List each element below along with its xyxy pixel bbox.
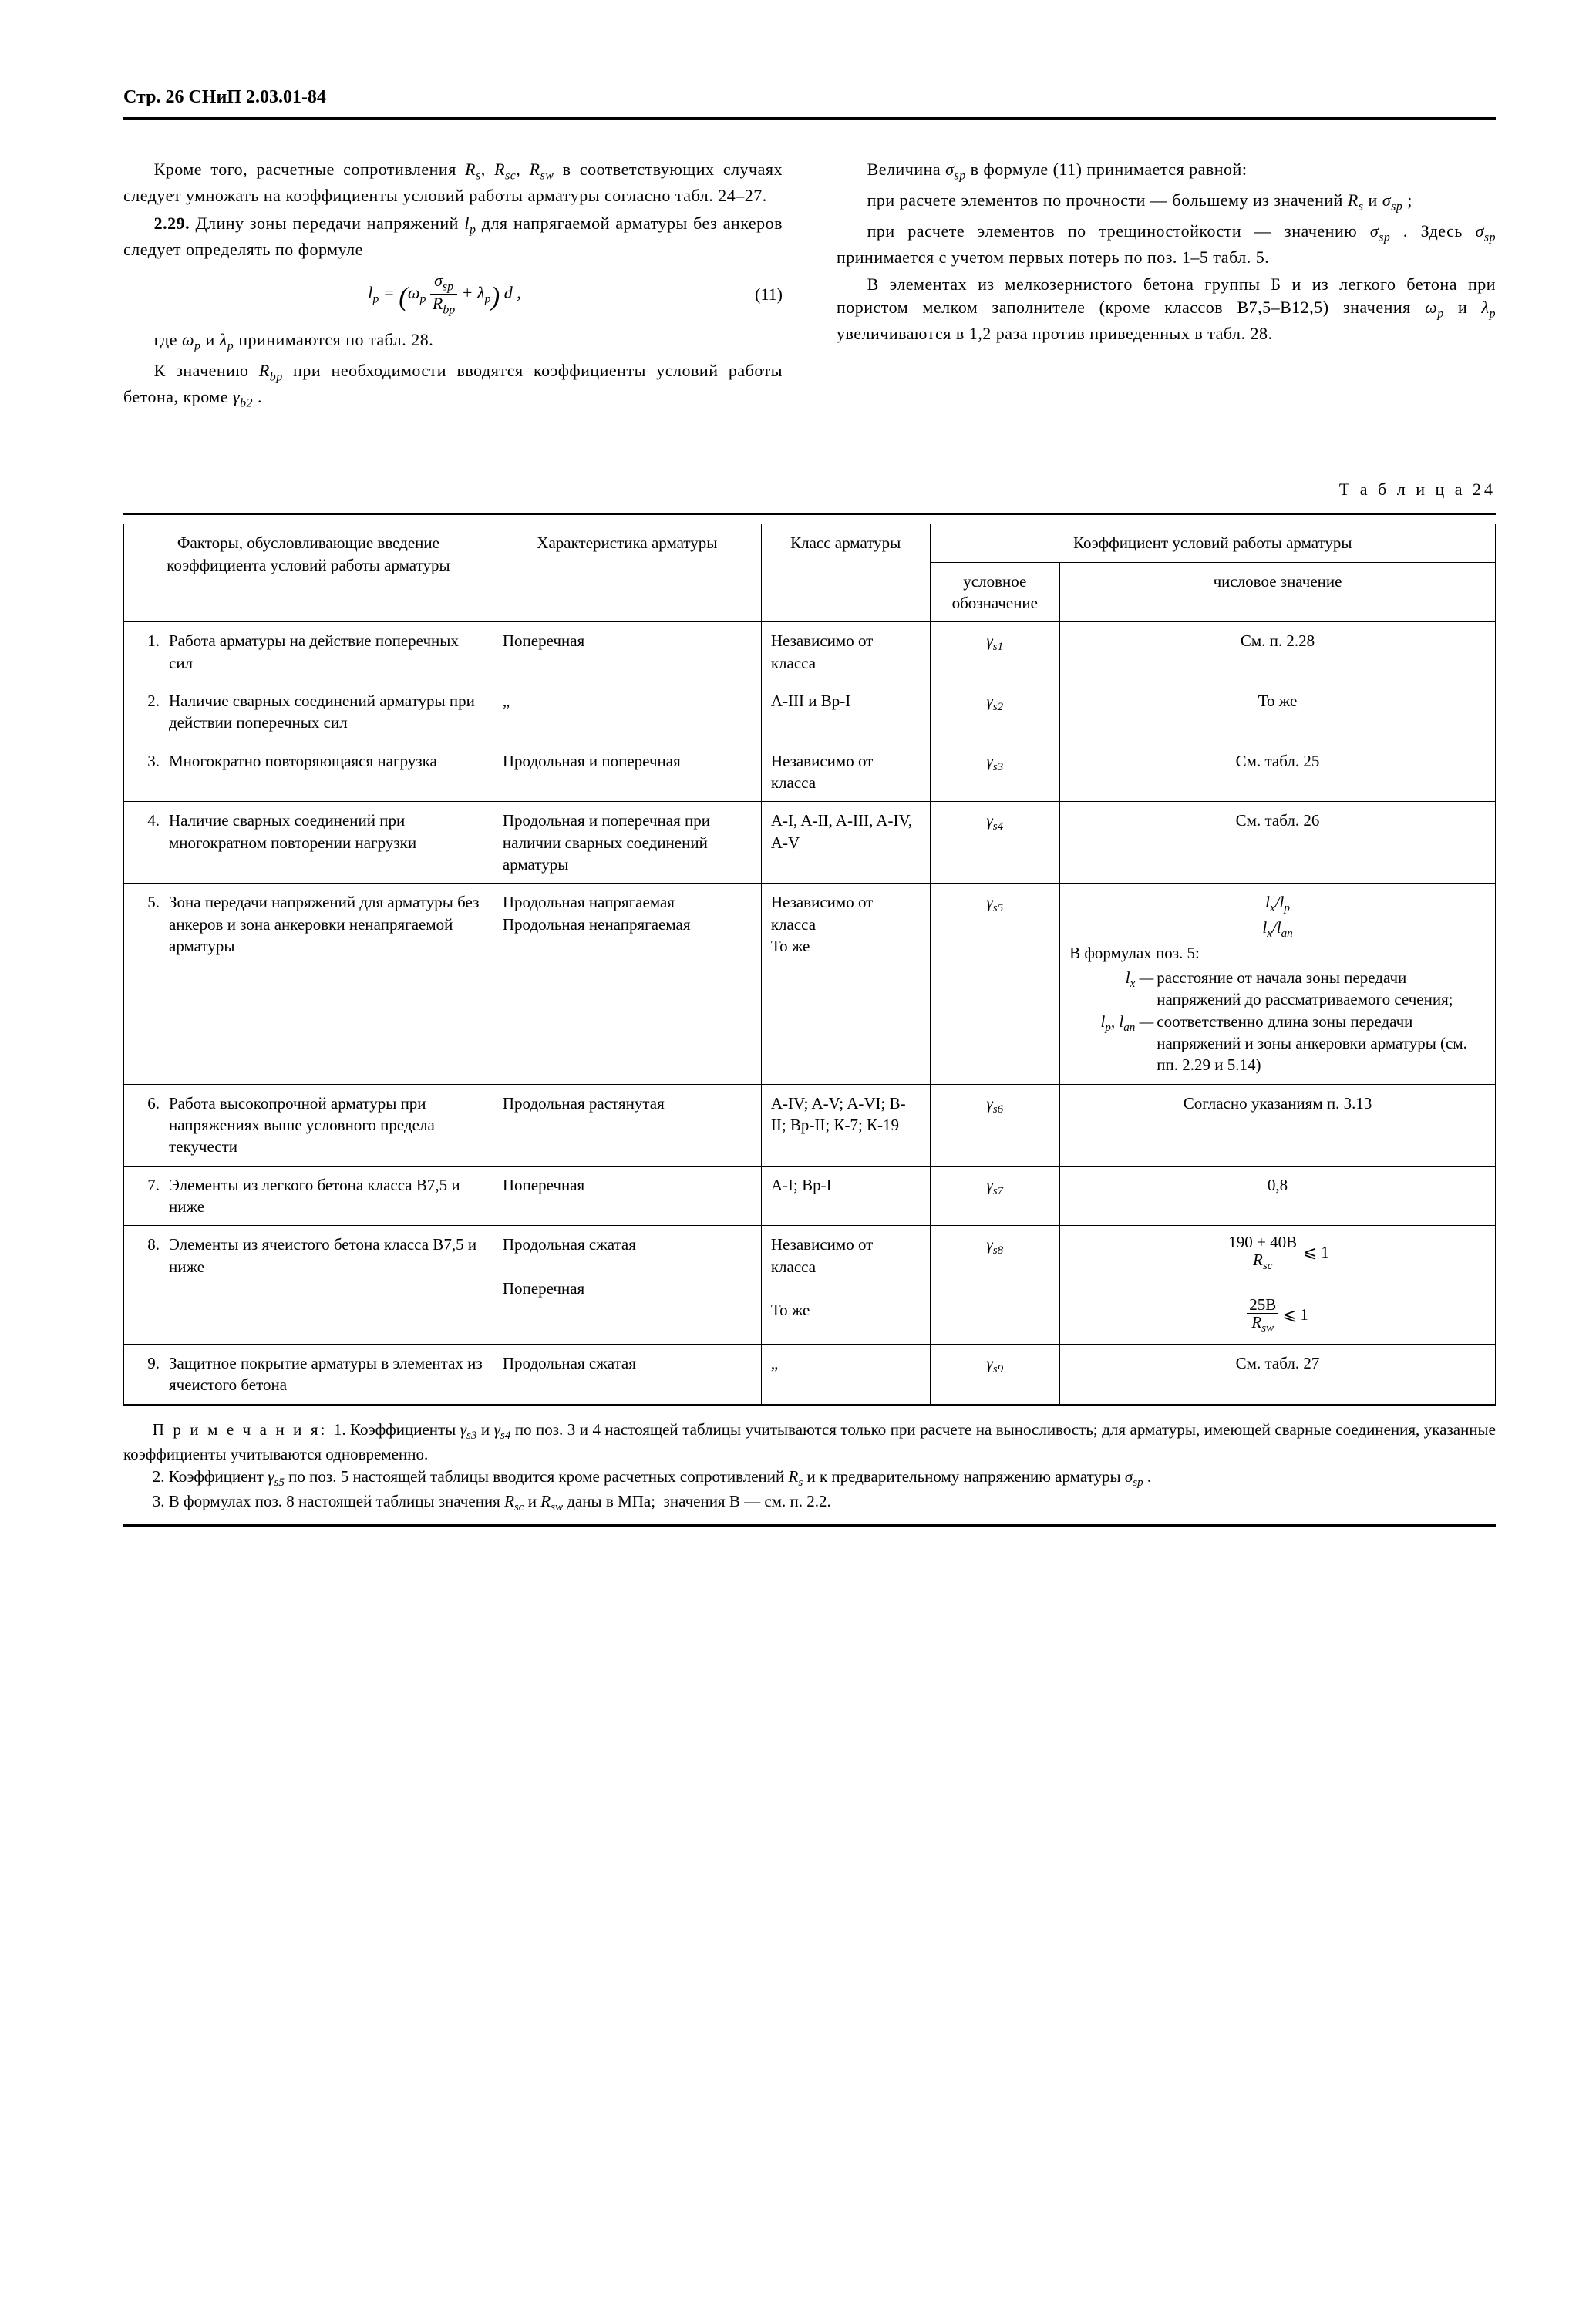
th-char: Характеристика арматуры — [493, 524, 761, 622]
table-24: Факторы, обусловливающие введение коэффи… — [123, 524, 1496, 1404]
cell-symbol: γs3 — [930, 742, 1060, 802]
table-row: 8.Элементы из ячеистого бетона класса В7… — [124, 1226, 1496, 1345]
cell-value: 190 + 40ВRsc ⩽ 125ВRsw ⩽ 1 — [1060, 1226, 1496, 1345]
table-head: Факторы, обусловливающие введение коэффи… — [124, 524, 1496, 622]
cell-value: То же — [1060, 682, 1496, 742]
table-row: 5.Зона передачи напряжений для арматуры … — [124, 884, 1496, 1084]
cell-symbol: γs4 — [930, 802, 1060, 884]
cell-symbol: γs7 — [930, 1166, 1060, 1226]
table-body: 1.Работа арматуры на действие поперечных… — [124, 622, 1496, 1404]
cell-class: A-III и Вр-I — [761, 682, 930, 742]
cell-value: 0,8 — [1060, 1166, 1496, 1226]
clause-number: 2.29. — [154, 214, 190, 233]
right-p4: В элементах из мелкозернистого бетона гр… — [837, 273, 1496, 345]
cell-factor: Работа арматуры на действие поперечных с… — [160, 622, 493, 682]
cell-number: 6. — [124, 1084, 160, 1166]
table-row: 7.Элементы из легкого бетона класса В7,5… — [124, 1166, 1496, 1226]
cell-number: 3. — [124, 742, 160, 802]
cell-factor: Многократно повторяющаяся нагрузка — [160, 742, 493, 802]
th-factors: Факторы, обусловливающие введение коэффи… — [124, 524, 493, 622]
table-notes: П р и м е ч а н и я: 1. Коэффициенты γs3… — [123, 1419, 1496, 1516]
cell-number: 7. — [124, 1166, 160, 1226]
cell-symbol: γs6 — [930, 1084, 1060, 1166]
page-header: Стр. 26 СНиП 2.03.01-84 — [123, 85, 1496, 109]
cell-char: Поперечная — [493, 622, 761, 682]
cell-char: Продольная и поперечная при наличии свар… — [493, 802, 761, 884]
cell-value: См. п. 2.28 — [1060, 622, 1496, 682]
right-p2: при расчете элементов по прочности — бол… — [837, 189, 1496, 215]
note-2: 2. Коэффициент γs5 по поз. 5 настоящей т… — [123, 1466, 1496, 1491]
cell-char: Продольная растянутая — [493, 1084, 761, 1166]
cell-number: 2. — [124, 682, 160, 742]
cell-value: См. табл. 27 — [1060, 1344, 1496, 1404]
right-column: Величина σsp в формуле (11) принимается … — [837, 158, 1496, 416]
left-p2: 2.29. Длину зоны передачи напряжений lp … — [123, 212, 783, 261]
cell-number: 5. — [124, 884, 160, 1084]
cell-value: См. табл. 25 — [1060, 742, 1496, 802]
cell-number: 8. — [124, 1226, 160, 1345]
th-coef: Коэффициент условий работы арматуры — [930, 524, 1495, 562]
cell-symbol: γs5 — [930, 884, 1060, 1084]
cell-class: Независимо от класса — [761, 742, 930, 802]
table-row: 4.Наличие сварных соединений при многокр… — [124, 802, 1496, 884]
th-val: числовое значение — [1060, 562, 1496, 622]
cell-value: lx/lplx/lanВ формулах поз. 5:lx —расстоя… — [1060, 884, 1496, 1084]
cell-number: 1. — [124, 622, 160, 682]
cell-value: См. табл. 26 — [1060, 802, 1496, 884]
cell-char: Продольная и поперечная — [493, 742, 761, 802]
cell-symbol: γs9 — [930, 1344, 1060, 1404]
cell-class: A-I; Вр-I — [761, 1166, 930, 1226]
cell-char: „ — [493, 682, 761, 742]
cell-class: Независимо от классаТо же — [761, 884, 930, 1084]
table-row: 9.Защитное покрытие арматуры в элементах… — [124, 1344, 1496, 1404]
left-column: Кроме того, расчетные сопротивления Rs, … — [123, 158, 783, 416]
cell-symbol: γs8 — [930, 1226, 1060, 1345]
cell-factor: Наличие сварных соединений арматуры при … — [160, 682, 493, 742]
cell-value: Согласно указаниям п. 3.13 — [1060, 1084, 1496, 1166]
cell-symbol: γs2 — [930, 682, 1060, 742]
notes-top-rule — [123, 1404, 1496, 1406]
cell-factor: Элементы из легкого бетона класса В7,5 и… — [160, 1166, 493, 1226]
cell-symbol: γs1 — [930, 622, 1060, 682]
cell-class: A-I, A-II, A-III, A-IV, A-V — [761, 802, 930, 884]
header-rule — [123, 117, 1496, 120]
cell-factor: Зона передачи напряжений для арматуры бе… — [160, 884, 493, 1084]
cell-char: Продольная сжатая — [493, 1344, 761, 1404]
left-p4: К значению Rbp при необходимости вводятс… — [123, 359, 783, 412]
cell-class: A-IV; A-V; A-VI; B-II; Вр-II; К-7; К-19 — [761, 1084, 930, 1166]
cell-char: Продольная сжатая Поперечная — [493, 1226, 761, 1345]
formula-11: lp = (ωp σspRbp + λp) d , (11) — [123, 271, 783, 318]
note-1: П р и м е ч а н и я: 1. Коэффициенты γs3… — [123, 1419, 1496, 1466]
cell-class: Независимо от класса — [761, 622, 930, 682]
cell-factor: Защитное покрытие арматуры в элементах и… — [160, 1344, 493, 1404]
right-p3: при расчете элементов по трещиностойкост… — [837, 220, 1496, 268]
cell-class: Независимо от класса То же — [761, 1226, 930, 1345]
cell-factor: Работа высокопрочной арматуры при напряж… — [160, 1084, 493, 1166]
table-row: 1.Работа арматуры на действие поперечных… — [124, 622, 1496, 682]
formula-number: (11) — [698, 283, 783, 306]
table-row: 6.Работа высокопрочной арматуры при напр… — [124, 1084, 1496, 1166]
cell-class: „ — [761, 1344, 930, 1404]
table-row: 2.Наличие сварных соединений арматуры пр… — [124, 682, 1496, 742]
footer-rule — [123, 1524, 1496, 1527]
right-p1: Величина σsp в формуле (11) принимается … — [837, 158, 1496, 184]
body-columns: Кроме того, расчетные сопротивления Rs, … — [123, 158, 1496, 416]
table-caption: Т а б л и ц а 24 — [123, 478, 1496, 501]
cell-factor: Элементы из ячеистого бетона класса В7,5… — [160, 1226, 493, 1345]
cell-number: 4. — [124, 802, 160, 884]
note-3: 3. В формулах поз. 8 настоящей таблицы з… — [123, 1490, 1496, 1516]
cell-factor: Наличие сварных соединений при многократ… — [160, 802, 493, 884]
th-class: Класс арматуры — [761, 524, 930, 622]
left-p3: где ωp и λp принимаются по табл. 28. — [123, 328, 783, 355]
cell-char: Продольная напрягаемаяПродольная ненапря… — [493, 884, 761, 1084]
cell-char: Поперечная — [493, 1166, 761, 1226]
left-p1: Кроме того, расчетные сопротивления Rs, … — [123, 158, 783, 207]
cell-number: 9. — [124, 1344, 160, 1404]
table-row: 3.Многократно повторяющаяся нагрузкаПрод… — [124, 742, 1496, 802]
table-top-rule — [123, 513, 1496, 515]
th-sym: условное обозначение — [930, 562, 1060, 622]
